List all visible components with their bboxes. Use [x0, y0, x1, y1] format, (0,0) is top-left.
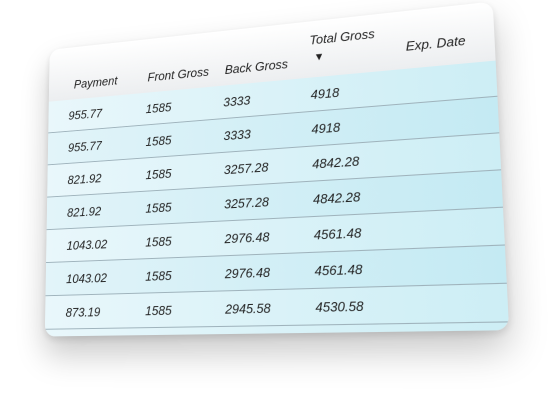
cell-total-gross: 4530.58: [315, 298, 364, 315]
cell-front-gross: 1585: [145, 268, 171, 284]
cell-total-gross: 4918: [311, 85, 340, 102]
column-header-total-gross[interactable]: Total Gross: [309, 26, 375, 47]
cell-payment: 821.92: [67, 204, 101, 220]
cell-total-gross: 4918: [311, 120, 340, 137]
column-header-payment[interactable]: Payment: [74, 73, 118, 91]
column-header-exp-date[interactable]: Exp. Date: [405, 33, 465, 54]
cell-payment: 955.77: [68, 138, 102, 154]
cell-payment: 821.92: [67, 171, 101, 187]
cell-front-gross: 1585: [146, 133, 172, 149]
cell-payment: 1043.02: [66, 270, 107, 286]
column-header-back-gross[interactable]: Back Gross: [225, 56, 288, 76]
cell-total-gross: 4561.48: [314, 261, 362, 278]
cell-front-gross: 1585: [146, 100, 172, 116]
cell-payment: 955.77: [68, 106, 102, 123]
cell-front-gross: 1585: [145, 303, 171, 318]
cell-back-gross: 3257.28: [224, 194, 269, 211]
cell-back-gross: 3333: [223, 127, 250, 144]
sort-descending-icon[interactable]: ▼: [314, 51, 325, 64]
column-header-front-gross[interactable]: Front Gross: [147, 64, 208, 84]
table-body: 955.77 1585 3333 4918 955.77 1585 3333 4918 821.…: [45, 61, 509, 337]
cell-front-gross: 1585: [145, 234, 171, 250]
cell-back-gross: 2976.48: [225, 265, 270, 282]
cell-total-gross: 4842.28: [312, 153, 359, 171]
cell-front-gross: 1585: [145, 200, 171, 216]
cell-back-gross: 3257.28: [224, 160, 269, 178]
cell-front-gross: 1585: [145, 166, 171, 182]
cell-payment: 873.19: [66, 304, 101, 319]
cell-back-gross: 2945.58: [225, 300, 271, 316]
cell-back-gross: 3333: [223, 93, 250, 110]
data-table: Payment Front Gross Back Gross Total Gro…: [45, 1, 509, 336]
cell-back-gross: 2976.48: [224, 229, 269, 246]
cell-payment: 1043.02: [67, 237, 108, 253]
cell-total-gross: 4842.28: [313, 189, 361, 207]
cell-total-gross: 4561.48: [314, 225, 362, 243]
